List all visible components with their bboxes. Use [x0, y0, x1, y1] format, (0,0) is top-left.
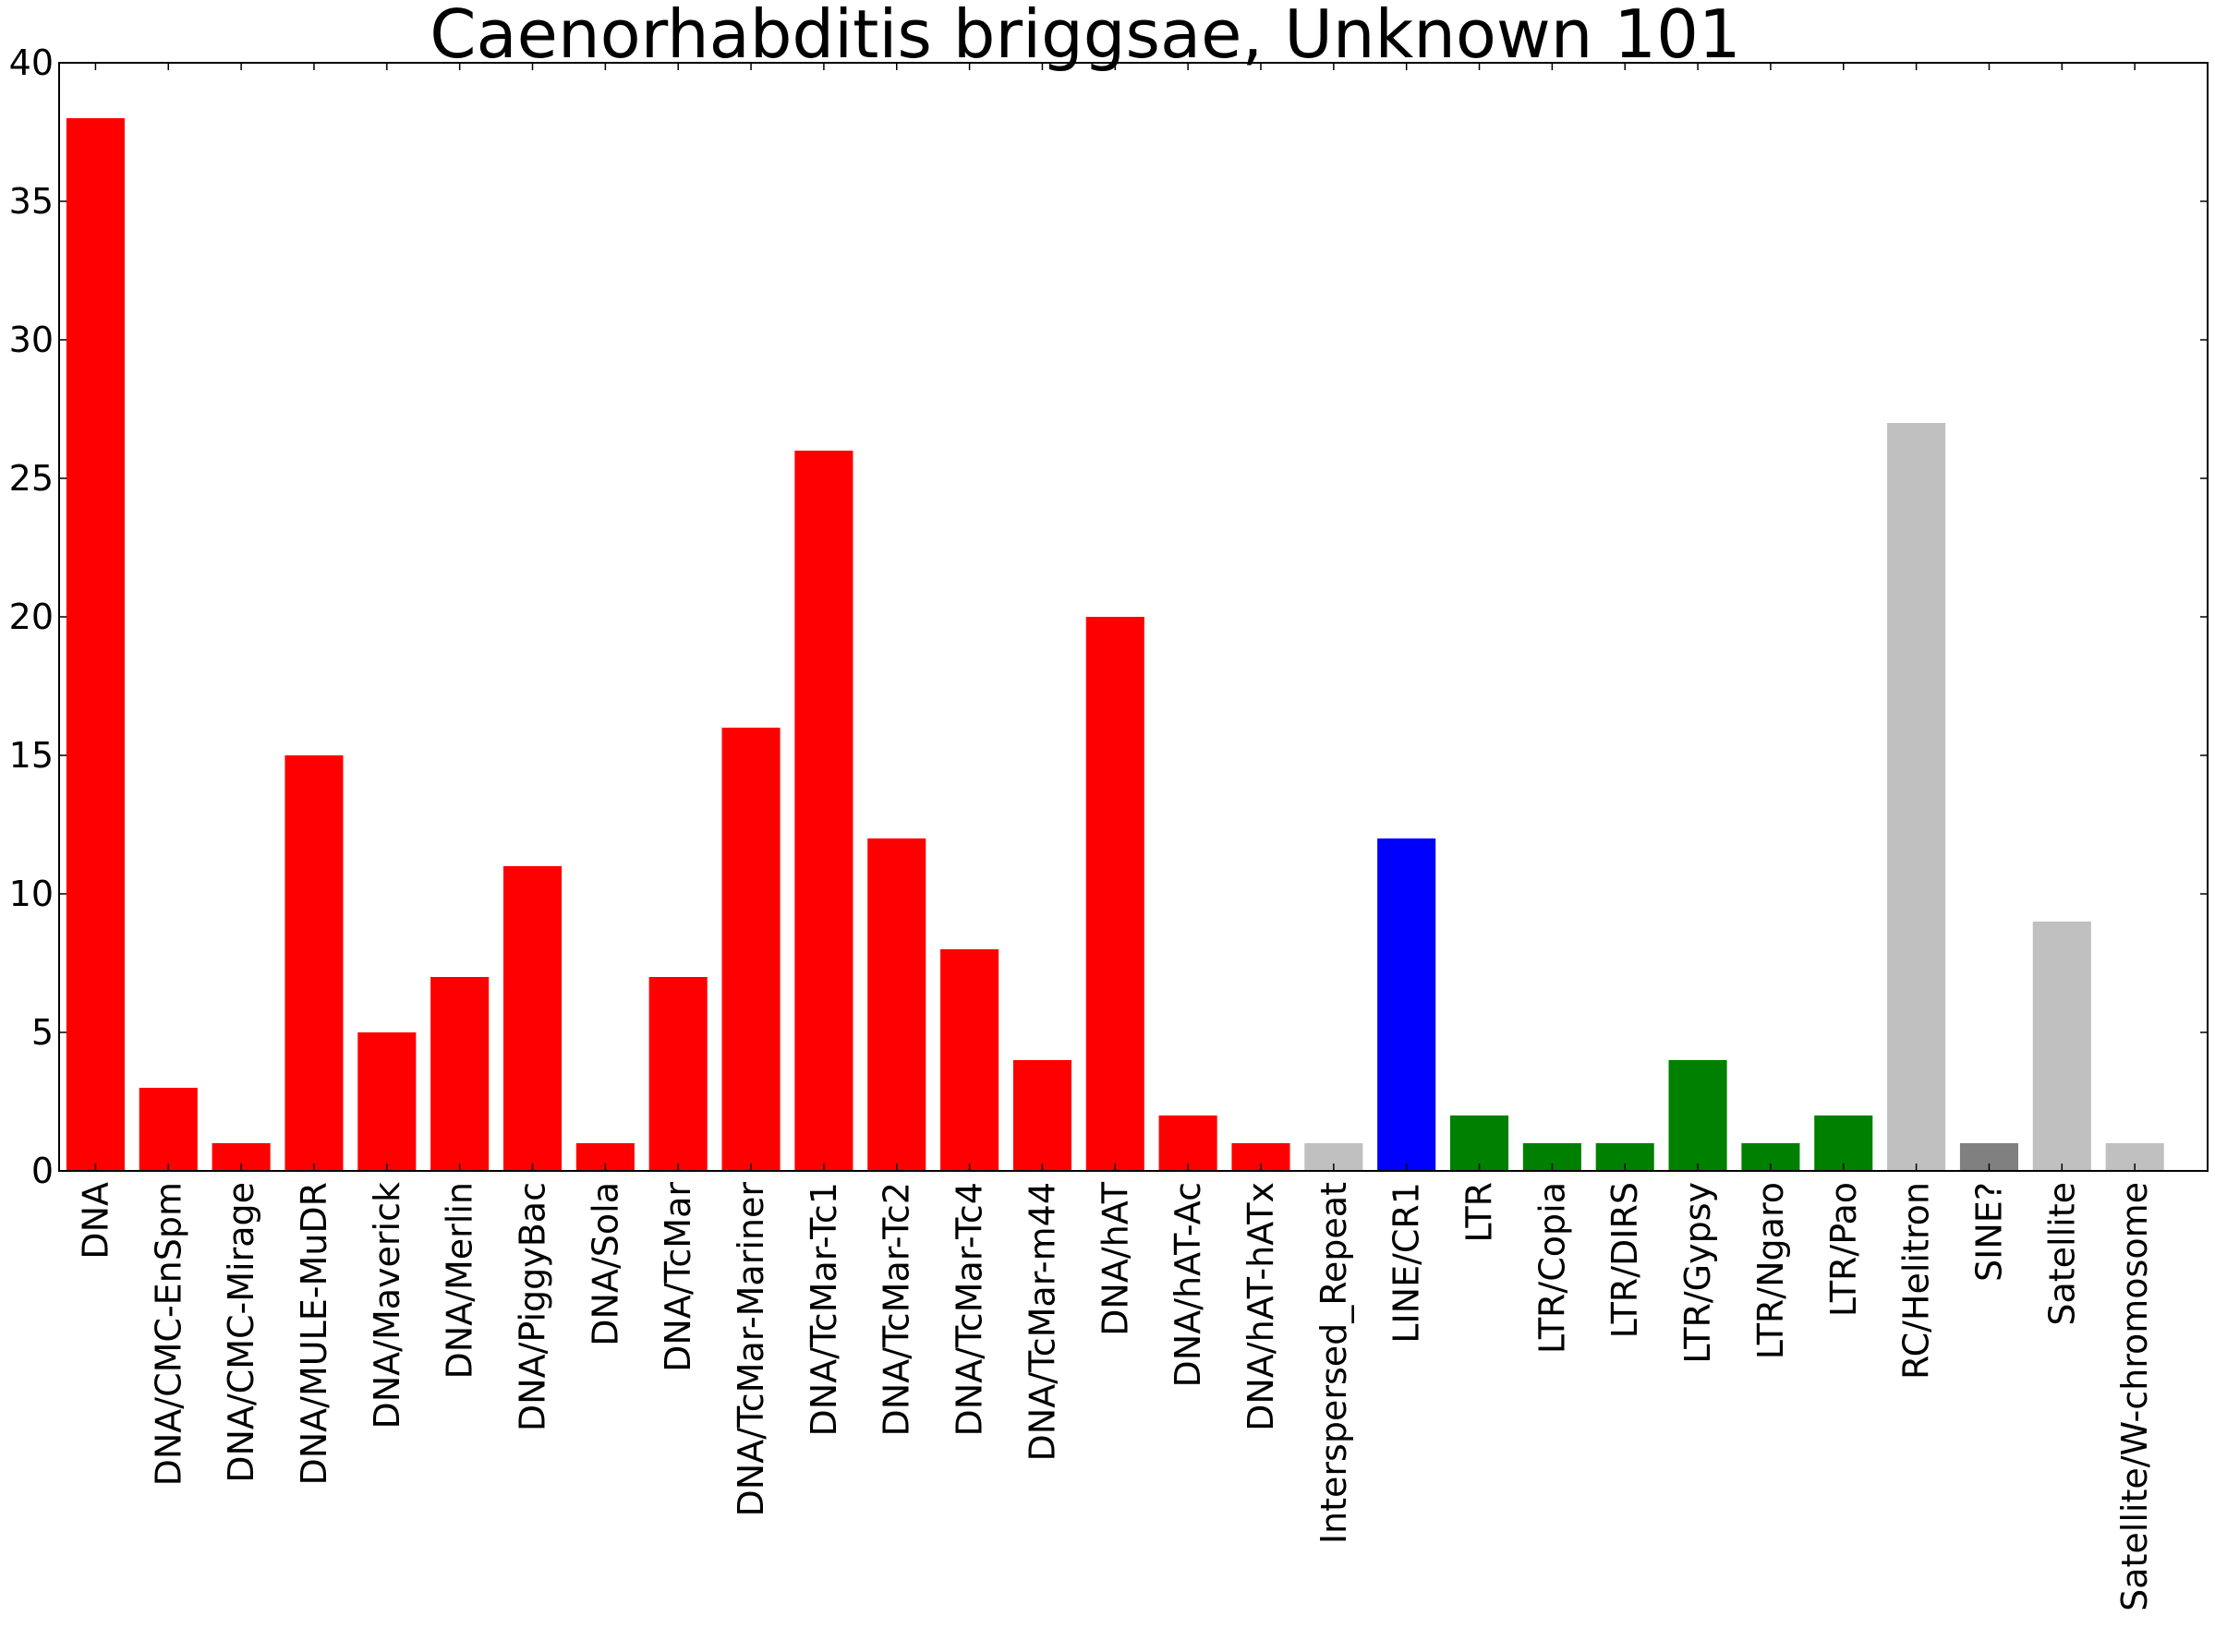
bar-0 [66, 118, 125, 1171]
x-tick-label-25: RC/Helitron [1896, 1182, 1937, 1380]
y-tick-label-8: 40 [9, 42, 54, 83]
bar-8 [648, 977, 708, 1171]
x-tick-label-5: DNA/Merlin [440, 1182, 480, 1379]
bar-11 [867, 838, 926, 1171]
y-axis: 0 5 10 15 20 25 30 35 40 [9, 42, 2208, 1191]
x-tick-label-27: Satellite [2041, 1182, 2082, 1326]
y-tick-label-2: 10 [9, 874, 54, 914]
bar-18 [1377, 838, 1436, 1171]
bar-27 [2032, 922, 2091, 1171]
bar-13 [1012, 1060, 1071, 1171]
bar-5 [430, 977, 490, 1171]
x-tick-label-15: DNA/hAT-Ac [1168, 1182, 1208, 1387]
y-tick-label-5: 25 [9, 458, 54, 499]
bar-4 [357, 1032, 417, 1171]
x-tick-label-12: DNA/TcMar-Tc4 [950, 1182, 990, 1436]
x-tick-label-8: DNA/TcMar [658, 1182, 698, 1372]
bar-14 [1085, 617, 1144, 1171]
x-tick-label-7: DNA/Sola [585, 1182, 625, 1346]
bars-group [66, 118, 2164, 1171]
y-tick-label-1: 5 [31, 1012, 54, 1053]
y-tick-label-3: 15 [9, 735, 54, 776]
y-tick-label-7: 35 [9, 181, 54, 222]
x-tick-label-10: DNA/TcMar-Tc1 [804, 1182, 844, 1436]
x-tick-label-4: DNA/Maverick [367, 1182, 407, 1429]
x-tick-label-9: DNA/TcMar-Mariner [731, 1182, 771, 1517]
y-tick-label-6: 30 [9, 320, 54, 360]
y-tick-label-0: 0 [31, 1151, 54, 1191]
bar-6 [502, 866, 563, 1171]
x-axis: DNA DNA/CMC-EnSpm DNA/CMC-Mirage DNA/MULE-M… [75, 63, 2155, 1611]
plot-frame [58, 62, 2209, 1172]
chart-title: Caenorhabditis briggsae, Unknown 101 [430, 0, 1740, 73]
bar-12 [940, 949, 999, 1171]
bar-19 [1449, 1115, 1509, 1171]
bar-1 [139, 1088, 198, 1171]
x-tick-label-23: LTR/Ngaro [1750, 1182, 1791, 1359]
x-tick-label-14: DNA/hAT [1095, 1181, 1135, 1336]
x-tick-label-11: DNA/TcMar-Tc2 [877, 1182, 917, 1436]
x-tick-label-22: LTR/Gypsy [1677, 1182, 1718, 1364]
y-tick-label-4: 20 [9, 597, 54, 637]
bar-22 [1668, 1060, 1727, 1171]
x-tick-label-2: DNA/CMC-Mirage [221, 1182, 261, 1483]
x-tick-label-19: LTR [1459, 1182, 1500, 1243]
x-tick-label-20: LTR/Copia [1531, 1182, 1572, 1354]
x-tick-label-21: LTR/DIRS [1604, 1182, 1645, 1338]
x-tick-label-0: DNA [75, 1182, 115, 1260]
x-tick-label-24: LTR/Pao [1823, 1182, 1864, 1317]
x-tick-label-18: LINE/CR1 [1386, 1182, 1427, 1344]
bar-25 [1887, 423, 1946, 1171]
x-tick-label-3: DNA/MULE-MuDR [294, 1182, 334, 1486]
bar-9 [721, 728, 781, 1171]
bar-3 [284, 755, 344, 1171]
bar-15 [1158, 1115, 1217, 1171]
x-tick-label-13: DNA/TcMar-m44 [1022, 1182, 1062, 1461]
x-tick-label-1: DNA/CMC-EnSpm [148, 1182, 188, 1486]
x-tick-label-17: Interspersed_Repeat [1313, 1182, 1354, 1544]
x-tick-label-6: DNA/PiggyBac [513, 1182, 553, 1431]
x-tick-label-16: DNA/hAT-hATx [1241, 1182, 1281, 1431]
x-tick-label-26: SINE? [1968, 1182, 2009, 1282]
bar-10 [794, 451, 853, 1171]
bar-24 [1814, 1115, 1873, 1171]
x-tick-label-28: Satellite/W-chromosome [2114, 1182, 2155, 1611]
